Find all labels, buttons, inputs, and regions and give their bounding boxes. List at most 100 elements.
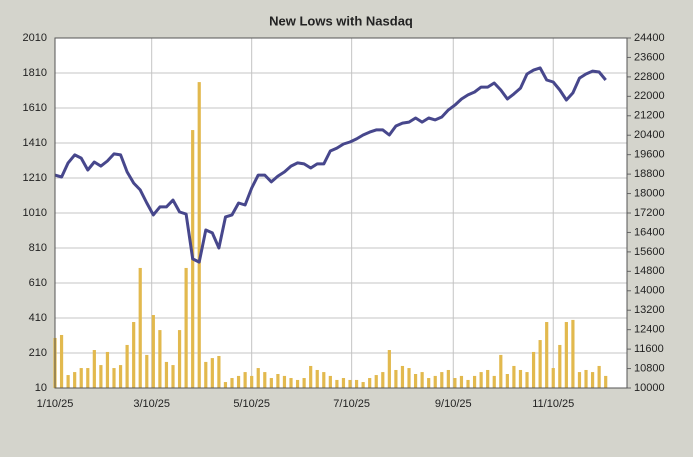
plot-border [54, 37, 628, 389]
bar [138, 267, 142, 388]
y-tick-label: 210 [29, 347, 47, 359]
bar [486, 369, 490, 388]
bar [217, 355, 221, 388]
bar [289, 378, 293, 388]
y2-tick-label: 18000 [634, 187, 665, 199]
bar [158, 330, 162, 388]
bar [164, 361, 169, 388]
bar [433, 375, 437, 388]
bar [446, 369, 450, 388]
bar [250, 375, 254, 388]
bar [276, 374, 280, 388]
bar [86, 368, 90, 388]
bar [479, 372, 483, 388]
x-tick-label: 7/10/25 [333, 398, 370, 410]
bar [459, 375, 464, 388]
bar [118, 365, 123, 388]
bar [302, 378, 306, 388]
bar [348, 379, 352, 388]
chart-title: New Lows with Nasdaq [269, 13, 413, 28]
y2-tick-label: 10000 [634, 382, 665, 394]
bar [73, 372, 77, 388]
bar [420, 372, 424, 388]
bar [427, 378, 431, 388]
bar [512, 365, 516, 388]
bar [230, 378, 234, 388]
bar [145, 354, 149, 388]
y-tick-label: 10 [35, 382, 47, 394]
bar [204, 361, 208, 388]
bar [518, 369, 523, 388]
bar [210, 358, 214, 388]
x-tick-label: 5/10/25 [233, 398, 270, 410]
bar [387, 350, 391, 388]
y2-tick-label: 21200 [634, 110, 665, 122]
y-tick-label: 1610 [23, 102, 47, 114]
bar [466, 379, 470, 388]
bar [132, 322, 136, 388]
bar [282, 375, 287, 388]
y2-tick-label: 10800 [634, 362, 665, 374]
bar [256, 368, 260, 388]
y2-tick-label: 22800 [634, 71, 665, 83]
bar [440, 372, 444, 388]
y-tick-label: 1010 [23, 207, 47, 219]
bar [551, 368, 555, 388]
bar [584, 369, 588, 388]
bar [328, 375, 332, 388]
y2-tick-label: 13200 [634, 304, 665, 316]
bar [413, 374, 418, 388]
bar [223, 382, 228, 388]
bar [79, 368, 83, 388]
bar [243, 372, 247, 388]
x-tick-label: 3/10/25 [133, 398, 170, 410]
y-tick-label: 410 [29, 312, 47, 324]
bar [492, 375, 496, 388]
y-tick-label: 2010 [23, 32, 47, 44]
y2-tick-label: 11600 [634, 343, 664, 355]
bar [105, 351, 110, 388]
x-tick-label: 1/10/25 [37, 398, 74, 410]
y2-tick-label: 14000 [634, 285, 665, 297]
bar [112, 368, 116, 388]
bar [597, 365, 601, 388]
y2-tick-label: 23600 [634, 51, 665, 63]
bar [400, 365, 405, 388]
y2-tick-label: 12400 [634, 324, 665, 336]
bar [59, 334, 64, 388]
bar [394, 369, 398, 388]
x-tick-label: 11/10/25 [532, 398, 574, 410]
y2-tick-label: 17200 [634, 207, 665, 219]
bar [99, 365, 103, 388]
bar [322, 372, 326, 388]
line [54, 66, 607, 264]
bar [368, 378, 372, 388]
bar [505, 374, 509, 388]
bar [236, 375, 241, 388]
y2-tick-label: 20400 [634, 129, 665, 141]
bar [295, 379, 300, 388]
bar [407, 368, 411, 388]
bar [263, 372, 267, 388]
bar [269, 378, 273, 388]
bar [525, 372, 529, 388]
y2-tick-label: 15600 [634, 246, 665, 258]
y2-tick-label: 22000 [634, 90, 665, 102]
bar [472, 375, 477, 388]
bar [341, 378, 346, 388]
y-tick-label: 1210 [23, 172, 47, 184]
bar [92, 350, 96, 388]
bar [453, 378, 457, 388]
bar [531, 351, 536, 388]
bar [309, 365, 313, 388]
bar [538, 340, 542, 388]
bar [315, 369, 319, 388]
bar [558, 344, 562, 388]
bar [604, 375, 608, 388]
y2-tick-label: 16400 [634, 226, 665, 238]
bar [564, 322, 568, 388]
bar [499, 354, 503, 388]
bar [545, 322, 549, 388]
bar [125, 344, 129, 388]
